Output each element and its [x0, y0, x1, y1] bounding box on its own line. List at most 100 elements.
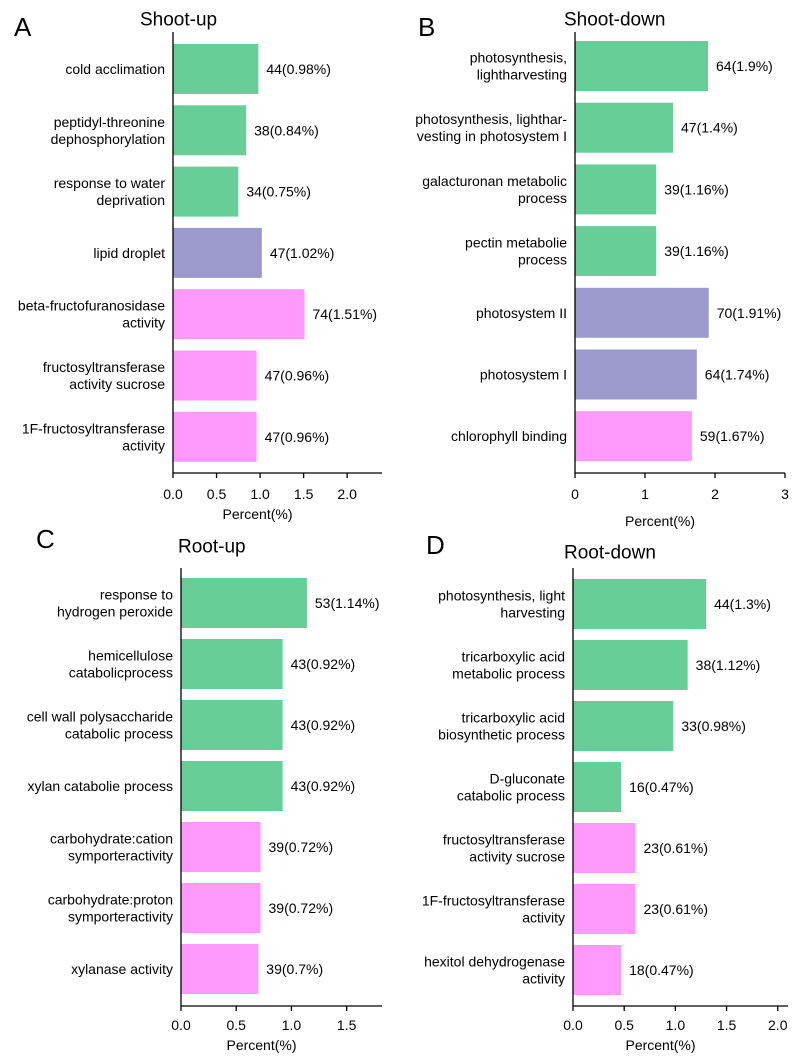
- category-label: peptidyl-threonine dephosphorylation: [51, 114, 166, 147]
- bar: [575, 411, 692, 462]
- data-label: 38(0.84%): [254, 122, 319, 138]
- data-label: 23(0.61%): [643, 901, 708, 917]
- category-label-line: dephosphorylation: [51, 131, 165, 147]
- bar: [173, 105, 247, 156]
- category-label: response to hydrogen peroxide: [57, 587, 173, 620]
- bar: [575, 102, 673, 153]
- category-label-line: xylanase activity: [71, 961, 173, 977]
- bar: [573, 640, 688, 690]
- bar: [181, 761, 283, 811]
- category-label: xylan catabolie process: [27, 778, 173, 794]
- category-label-line: process: [518, 190, 567, 206]
- bar: [573, 579, 707, 629]
- category-label-line: activity: [122, 315, 165, 331]
- category-label-line: activity: [122, 437, 165, 453]
- bar: [181, 944, 259, 994]
- tick-label: 1.5: [717, 1017, 737, 1033]
- bar: [173, 166, 239, 217]
- data-label: 39(1.16%): [664, 243, 729, 259]
- category-label-line: hydrogen peroxide: [57, 604, 173, 620]
- category-label-line: symporteractivity: [68, 848, 173, 864]
- category-label: photosystem I: [480, 367, 567, 383]
- tick-label: 2.0: [768, 1017, 788, 1033]
- tick-label: 1.0: [282, 1017, 302, 1033]
- bar: [575, 164, 657, 215]
- category-label: hemicellulose catabolicprocess: [69, 648, 173, 681]
- data-label: 39(0.72%): [269, 900, 334, 916]
- category-label-line: vesting in photosystem I: [417, 128, 567, 144]
- category-label: photosynthesis, light harvesting: [438, 588, 565, 621]
- data-label: 47(0.96%): [265, 429, 330, 445]
- category-label-line: catabolic process: [457, 788, 565, 804]
- panel-b: B Shoot-down 64(1.9%) photosynthesis, lighth…: [415, 10, 789, 530]
- data-label: 16(0.47%): [629, 779, 694, 795]
- bar: [575, 226, 657, 277]
- category-label-line: lightharvesting: [477, 67, 567, 83]
- tick-label: 0.0: [163, 486, 183, 502]
- bar: [181, 578, 307, 628]
- category-label-line: fructosyltransferase: [43, 359, 165, 375]
- data-label: 43(0.92%): [291, 778, 356, 794]
- tick-label: 1.0: [666, 1017, 686, 1033]
- category-label: 1F-fructosyltransferase activity: [422, 893, 565, 926]
- category-label: tricarboxylic acid biosynthetic process: [438, 710, 565, 743]
- category-label-line: response to water: [54, 175, 166, 191]
- bar: [575, 349, 697, 400]
- category-label-line: deprivation: [97, 192, 166, 208]
- panel-c: C Root-up 53(1.14%) response to hydrogen per…: [27, 524, 382, 1053]
- data-label: 47(1.02%): [270, 245, 335, 261]
- category-label-line: cell wall polysaccharide: [27, 709, 174, 725]
- category-label-line: pectin metabolie: [465, 235, 567, 251]
- data-label: 44(0.98%): [266, 61, 331, 77]
- category-label-line: cold acclimation: [65, 61, 165, 77]
- data-label: 38(1.12%): [696, 657, 761, 673]
- category-label-line: 1F-fructosyltransferase: [422, 893, 565, 909]
- bar: [181, 639, 283, 689]
- category-label: lipid droplet: [93, 245, 165, 261]
- data-label: 47(1.4%): [681, 120, 738, 136]
- panel-title: Shoot-down: [564, 10, 665, 31]
- category-label: photosystem II: [476, 305, 567, 321]
- category-label: tricarboxylic acid metabolic process: [452, 649, 565, 682]
- data-label: 53(1.14%): [315, 595, 380, 611]
- category-label: cell wall polysaccharide catabolic proces…: [27, 709, 174, 742]
- category-label-line: galacturonan metabolic: [422, 173, 567, 189]
- bar: [173, 289, 305, 340]
- category-label: fructosyltransferase activity sucrose: [43, 359, 165, 392]
- data-label: 64(1.9%): [716, 58, 773, 74]
- category-label-line: tricarboxylic acid: [462, 649, 565, 665]
- category-label-line: tricarboxylic acid: [462, 710, 565, 726]
- category-label-line: hexitol dehydrogenase: [424, 954, 565, 970]
- tick-label: 0.0: [171, 1017, 191, 1033]
- panel-title: Root-up: [178, 537, 246, 558]
- bar: [573, 945, 622, 995]
- category-label-line: carbohydrate:proton: [48, 892, 173, 908]
- tick-label: 1.5: [337, 1017, 357, 1033]
- category-label: galacturonan metabolic process: [422, 173, 567, 206]
- panel-letter: A: [14, 12, 32, 42]
- tick-label: 1.5: [294, 486, 314, 502]
- category-label: hexitol dehydrogenase activity: [424, 954, 565, 987]
- category-label: 1F-fructosyltransferase activity: [22, 420, 165, 453]
- category-label-line: process: [518, 252, 567, 268]
- tick-label: 2: [711, 486, 719, 502]
- data-label: 70(1.91%): [717, 305, 782, 321]
- data-label: 23(0.61%): [643, 840, 708, 856]
- category-label-line: response to: [100, 587, 173, 603]
- data-label: 39(0.72%): [269, 839, 334, 855]
- data-label: 43(0.92%): [291, 656, 356, 672]
- category-label-line: 1F-fructosyltransferase: [22, 420, 165, 436]
- tick-label: 1: [641, 486, 649, 502]
- category-label: cold acclimation: [65, 61, 165, 77]
- category-label: beta-fructofuranosidase activity: [18, 298, 165, 331]
- category-label-line: metabolic process: [452, 666, 565, 682]
- category-label-line: activity: [522, 971, 565, 987]
- category-label-line: peptidyl-threonine: [54, 114, 166, 130]
- data-label: 33(0.98%): [681, 718, 746, 734]
- x-axis-title: Percent(%): [226, 1037, 296, 1053]
- tick-label: 3: [781, 486, 789, 502]
- category-label: chlorophyll binding: [451, 428, 567, 444]
- bar: [173, 44, 259, 94]
